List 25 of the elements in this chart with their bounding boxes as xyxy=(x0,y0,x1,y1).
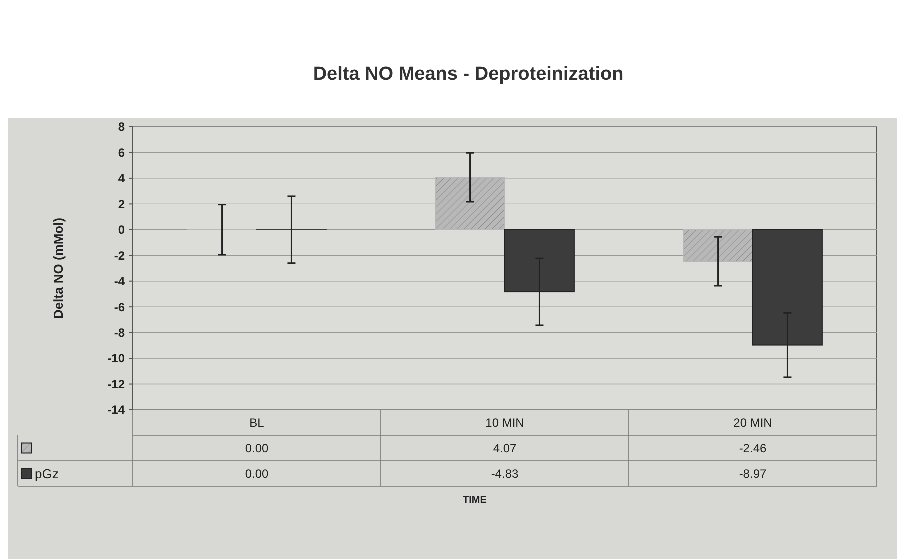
text: TIME xyxy=(463,495,488,506)
y-tick-label: -6 xyxy=(114,300,126,314)
x-tick-label: BL xyxy=(250,416,265,430)
x-tick-label: 10 MIN xyxy=(486,416,524,430)
data-label: 4.07 xyxy=(493,441,517,456)
y-tick-label: 6 xyxy=(118,146,126,160)
y-tick-label: -12 xyxy=(108,377,126,392)
y-tick-label: 8 xyxy=(118,120,126,134)
y-tick-label: -14 xyxy=(108,403,126,418)
y-tick-label: -8 xyxy=(114,326,126,340)
legend-label: pGz xyxy=(35,466,59,482)
data-label: -8.97 xyxy=(739,466,767,481)
data-label: 0.00 xyxy=(245,466,269,481)
y-tick-label: -10 xyxy=(108,352,126,366)
data-label: 0.00 xyxy=(245,441,269,456)
x-tick-label: 20 MIN xyxy=(734,416,772,430)
data-label: -4.83 xyxy=(491,466,519,481)
y-tick-label: 4 xyxy=(118,172,126,186)
data-label: -2.46 xyxy=(739,441,767,456)
y-tick-label: -4 xyxy=(114,274,126,289)
y-tick-label: -2 xyxy=(114,248,126,263)
chart-title: Delta NO Means - Deproteinization xyxy=(313,64,624,85)
y-tick-label: 2 xyxy=(118,197,126,212)
y-tick-label: 0 xyxy=(118,223,126,238)
y-axis-title: Delta NO (mMol) xyxy=(51,218,66,320)
